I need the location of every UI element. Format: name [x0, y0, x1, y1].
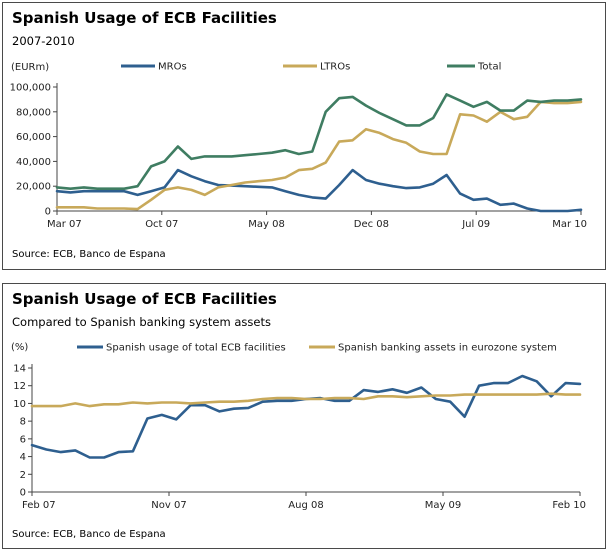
chart-subtitle: 2007-2010 [12, 34, 75, 48]
legend-label: Total [477, 62, 501, 73]
y-tick-label: 20,000 [16, 182, 51, 193]
x-tick-label: Jul 09 [461, 219, 490, 230]
y-axis-unit-label: (EURm) [11, 62, 49, 73]
x-tick-label: May 08 [248, 219, 285, 230]
y-tick-label: 80,000 [16, 107, 51, 118]
x-tick-label: Dec 08 [354, 219, 389, 230]
chart-subtitle: Compared to Spanish banking system asset… [12, 315, 271, 329]
x-tick-label: Aug 08 [288, 500, 323, 511]
legend-label: Spanish banking assets in eurozone syste… [338, 343, 557, 354]
series-line-spanish-banking-assets-in-eurozone-system [30, 392, 582, 408]
x-tick-label: Feb 07 [22, 500, 56, 511]
y-tick-label: 60,000 [16, 132, 51, 143]
line-chart-ecb-facilities: (EURm) 0 20,000 40,000 60,000 80,000 100,000 Ma… [10, 62, 587, 231]
y-tick-label: 10 [13, 399, 26, 410]
x-tick-label: Nov 07 [151, 500, 186, 511]
y-tick-label: 4 [20, 452, 26, 463]
y-tick-label: 40,000 [16, 157, 51, 168]
chart-title: Spanish Usage of ECB Facilities [12, 9, 277, 27]
x-tick-label: Oct 07 [145, 219, 178, 230]
legend-label: Spanish usage of total ECB facilities [106, 343, 286, 354]
source-note: Source: ECB, Banco de Espana [12, 249, 166, 260]
series-line-mros [55, 168, 583, 213]
x-tick-label: Feb 10 [552, 500, 586, 511]
legend-label: MROs [158, 62, 187, 73]
y-tick-label: 0 [20, 488, 26, 499]
chart-panel-usage-vs-assets: Spanish Usage of ECB Facilities Compared… [2, 283, 606, 549]
line-chart-usage-vs-assets: (%) 0 2 4 6 8 10 12 14 Feb 07 Nov 07 Aug 08 May 09 Fe… [11, 342, 586, 511]
y-tick-label: 14 [13, 364, 26, 375]
series-line-total [55, 93, 583, 190]
x-tick-label: Mar 10 [552, 219, 587, 230]
series-line-spanish-usage-of-total-ecb-facilities [30, 374, 582, 459]
y-axis-unit-label: (%) [11, 342, 28, 353]
y-tick-label: 6 [20, 434, 26, 445]
source-note: Source: ECB, Banco de Espana [12, 529, 166, 540]
x-tick-label: May 09 [425, 500, 462, 511]
y-tick-label: 2 [20, 470, 26, 481]
x-tick-label: Mar 07 [47, 219, 82, 230]
y-tick-label: 8 [20, 417, 26, 428]
y-tick-label: 12 [13, 381, 26, 392]
y-tick-label: 0 [45, 207, 51, 218]
y-tick-label: 100,000 [10, 83, 51, 94]
chart-panel-ecb-facilities: Spanish Usage of ECB Facilities 2007-201… [2, 2, 606, 270]
chart-title: Spanish Usage of ECB Facilities [12, 290, 277, 308]
series-line-ltros [55, 100, 583, 211]
legend-label: LTROs [320, 62, 350, 73]
